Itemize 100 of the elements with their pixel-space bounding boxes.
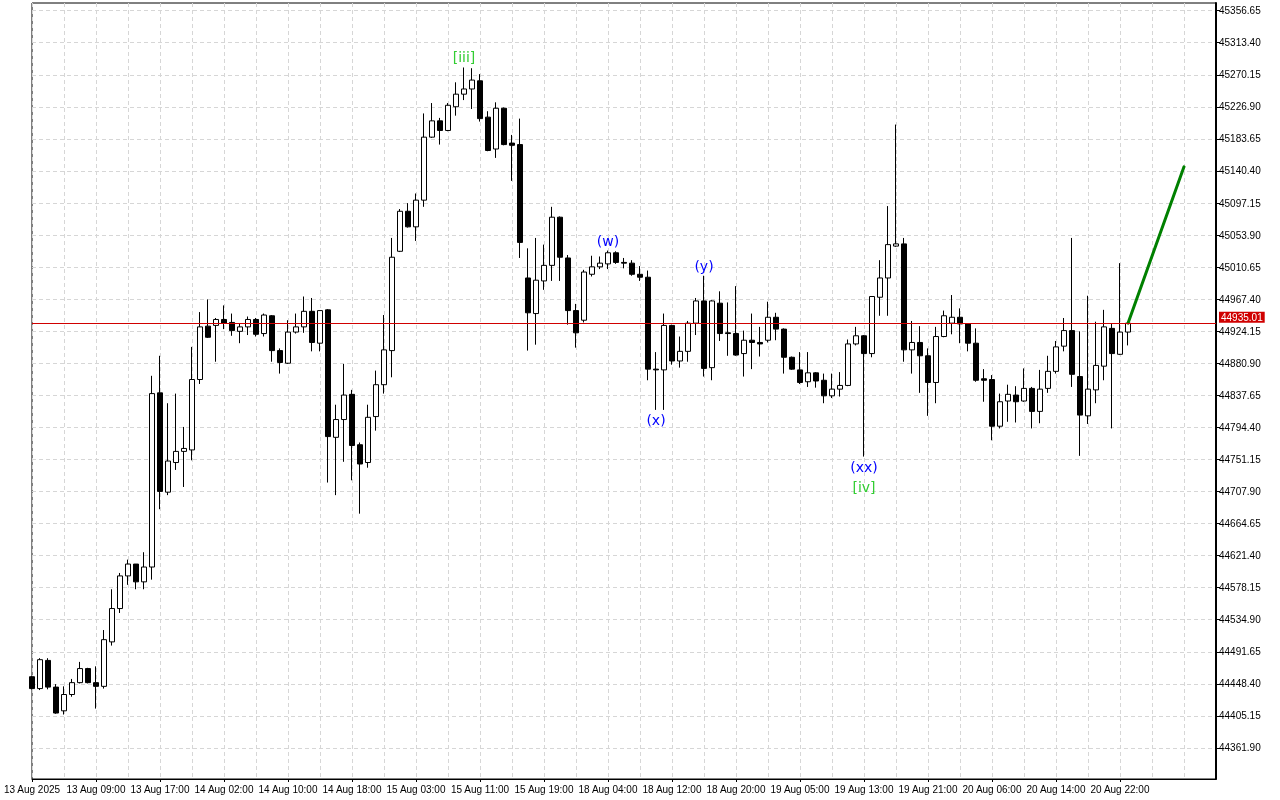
- x-tick-label: 13 Aug 17:00: [130, 783, 190, 795]
- candlestick: [1101, 309, 1107, 381]
- candlestick: [669, 324, 675, 366]
- candlestick: [653, 351, 659, 411]
- candlestick: [213, 317, 219, 363]
- candlestick: [277, 347, 283, 375]
- candlestick: [309, 297, 315, 352]
- x-tick-label: 18 Aug 20:00: [706, 783, 766, 795]
- candlestick: [821, 373, 827, 404]
- candlestick: [597, 255, 603, 270]
- candlestick: [957, 307, 963, 344]
- y-tick-label: 45097.15: [1219, 197, 1262, 209]
- y-tick-label: 44491.65: [1219, 646, 1262, 658]
- candlestick: [373, 370, 379, 432]
- candlestick: [133, 563, 139, 590]
- y-tick-label: 44534.90: [1219, 614, 1262, 626]
- candlestick: [301, 296, 307, 334]
- candlestick: [541, 244, 547, 291]
- candlestick: [1005, 384, 1011, 423]
- candlestick: [589, 255, 595, 277]
- candlestick: [677, 336, 683, 369]
- candlestick: [749, 313, 755, 370]
- candlestick: [125, 559, 131, 586]
- candlestick: [325, 308, 331, 484]
- y-tick-label: 45270.15: [1219, 69, 1262, 81]
- x-tick-label: 14 Aug 10:00: [258, 783, 318, 795]
- y-tick-label: 45356.65: [1219, 5, 1262, 17]
- candlestick: [661, 313, 667, 411]
- candlestick: [197, 311, 203, 385]
- x-tick-label: 20 Aug 06:00: [962, 783, 1022, 795]
- y-tick-label: 44794.40: [1219, 421, 1262, 433]
- candlestick: [237, 322, 243, 344]
- annotation: [iv]: [852, 478, 876, 495]
- candlestick: [45, 657, 51, 690]
- candlestick: [93, 665, 99, 710]
- y-tick-label: 44361.90: [1219, 742, 1262, 754]
- candlestick: [485, 110, 491, 152]
- candlestick: [901, 237, 907, 363]
- candlestick: [357, 442, 363, 515]
- candlestick: [1021, 367, 1027, 403]
- candlestick: [1109, 322, 1115, 429]
- candlestick: [1013, 385, 1019, 423]
- candlestick: [949, 294, 955, 335]
- y-tick-label: 45313.40: [1219, 37, 1262, 49]
- annotation: (w): [596, 232, 620, 249]
- x-tick-label: 15 Aug 11:00: [450, 783, 510, 795]
- candlestick: [453, 81, 459, 117]
- candlestick: [725, 301, 731, 357]
- candlestick: [53, 683, 59, 715]
- candlestick: [605, 250, 611, 270]
- candlestick: [389, 237, 395, 378]
- candlestick: [229, 313, 235, 337]
- candlestick: [965, 322, 971, 352]
- candlestick: [1037, 369, 1043, 424]
- candlestick: [381, 314, 387, 395]
- annotation: (xx): [850, 458, 878, 475]
- candlestick: [77, 661, 83, 684]
- candlestick: [565, 254, 571, 326]
- candlestick: [101, 629, 107, 690]
- y-tick-label: 44448.40: [1219, 678, 1262, 690]
- candlestick: [845, 338, 851, 387]
- candlestick: [245, 316, 251, 336]
- x-tick-label: 18 Aug 04:00: [578, 783, 638, 795]
- candlestick: [429, 102, 435, 139]
- candlestick: [117, 572, 123, 614]
- candlestick: [437, 117, 443, 146]
- candlestick: [757, 326, 763, 358]
- candlestick: [253, 317, 259, 338]
- candlestick: [909, 320, 915, 375]
- candlestick: [773, 312, 779, 341]
- candlestick: [333, 404, 339, 496]
- candlestick: [733, 285, 739, 357]
- candlestick: [469, 67, 475, 110]
- candlestick: [173, 393, 179, 471]
- candlestick: [317, 310, 323, 352]
- candlestick: [69, 678, 75, 698]
- candlestick: [685, 320, 691, 363]
- candlestick: [261, 313, 267, 338]
- candlestick: [85, 667, 91, 684]
- y-tick-label: 44880.90: [1219, 357, 1262, 369]
- x-tick-label: 13 Aug 2025: [3, 783, 61, 795]
- candlestick: [477, 73, 483, 123]
- x-tick-label: 13 Aug 09:00: [66, 783, 126, 795]
- candlestick: [717, 290, 723, 342]
- candlestick: [1045, 355, 1051, 394]
- candlestick: [341, 363, 347, 463]
- y-tick-label: 45140.40: [1219, 165, 1262, 177]
- candlestick: [869, 296, 875, 358]
- annotation: (y): [694, 257, 714, 274]
- ref-line-label: 44935.01: [1221, 311, 1264, 323]
- candlestick: [525, 247, 531, 352]
- x-tick-label: 15 Aug 19:00: [514, 783, 574, 795]
- x-tick-label: 14 Aug 02:00: [194, 783, 254, 795]
- candlestick: [37, 657, 43, 691]
- candlestick: [701, 275, 707, 378]
- candlestick: [813, 371, 819, 389]
- candlestick: [1053, 340, 1059, 375]
- y-tick-label: 44621.40: [1219, 550, 1262, 562]
- candlestick: [109, 588, 115, 647]
- annotation: (x): [646, 411, 666, 428]
